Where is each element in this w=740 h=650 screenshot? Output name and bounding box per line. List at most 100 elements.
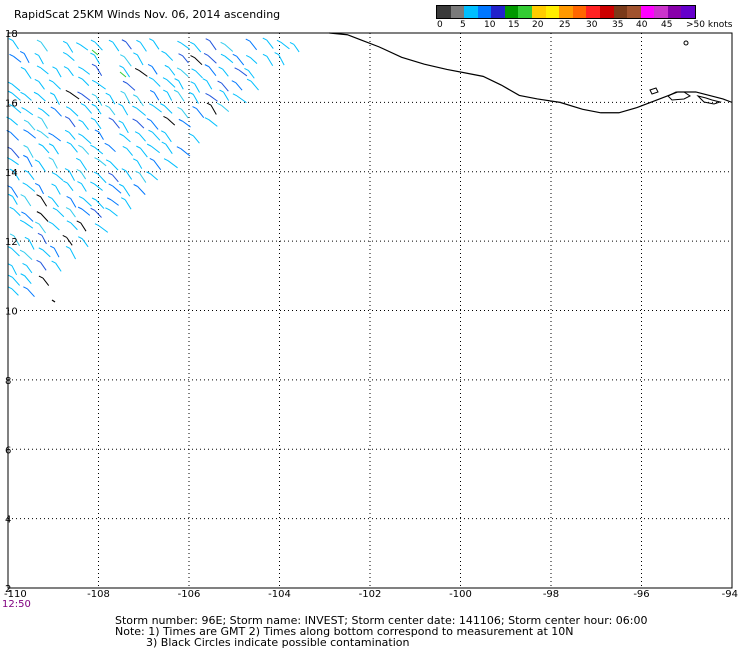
wind-barb xyxy=(69,108,79,117)
wind-barb-tick xyxy=(132,118,137,122)
wind-barb-tick xyxy=(176,146,182,150)
wind-barb-tick xyxy=(77,181,82,184)
wind-barb xyxy=(82,135,92,144)
wind-barb-tick xyxy=(76,42,81,46)
wind-barb xyxy=(136,96,144,107)
wind-barb-tick xyxy=(119,65,124,69)
wind-barb-tick xyxy=(148,103,154,107)
wind-vectors xyxy=(6,37,300,298)
wind-barb xyxy=(152,40,160,50)
colorbar-label: 20 xyxy=(532,20,544,30)
wind-barb-tick xyxy=(36,129,42,133)
wind-barb-tick xyxy=(23,144,28,148)
wind-barb xyxy=(79,44,89,51)
wind-barb xyxy=(38,223,46,234)
wind-barb-tick xyxy=(105,159,111,163)
wind-barb xyxy=(66,182,74,191)
wind-barb-tick xyxy=(276,39,282,43)
wind-speed-colorbar xyxy=(436,5,696,19)
wind-barb xyxy=(10,148,20,159)
wind-barb-tick xyxy=(9,104,14,107)
wind-barb-tick xyxy=(66,220,72,224)
lon-tick-label: -102 xyxy=(359,589,382,600)
wind-barb xyxy=(209,95,218,102)
wind-barb-tick xyxy=(163,89,168,93)
wind-barb xyxy=(280,41,290,50)
colorbar-segment xyxy=(477,6,492,18)
wind-barb xyxy=(10,159,19,166)
wind-barb-tick xyxy=(9,53,14,57)
lat-tick-label: 10 xyxy=(5,307,18,318)
wind-barb-tick xyxy=(33,91,39,95)
wind-barb xyxy=(94,146,104,155)
wind-barb xyxy=(139,172,147,183)
wind-barb-tick xyxy=(20,194,25,197)
wind-barb-tick xyxy=(119,133,124,137)
wind-barb-tick xyxy=(205,38,210,42)
wind-barb xyxy=(196,108,205,119)
wind-barb xyxy=(182,120,191,128)
wind-barb xyxy=(55,174,64,181)
wind-barb xyxy=(236,55,245,66)
wind-barb xyxy=(180,69,189,77)
wind-barb xyxy=(140,42,147,52)
wind-barb xyxy=(235,82,243,91)
wind-barb-tick xyxy=(9,206,14,210)
wind-barb-tick xyxy=(232,93,238,97)
wind-barb xyxy=(69,248,77,260)
lon-tick-label: -94 xyxy=(722,589,738,600)
wind-barb xyxy=(66,43,74,53)
wind-barb xyxy=(152,105,162,113)
wind-barb xyxy=(95,81,106,90)
lat-tick-label: 16 xyxy=(5,98,18,109)
wind-barb-tick xyxy=(206,102,212,106)
wind-barb-tick xyxy=(108,172,113,176)
wind-barb-tick xyxy=(162,77,168,81)
wind-barb xyxy=(52,145,59,155)
wind-barb-tick xyxy=(220,53,226,57)
wind-barb xyxy=(238,69,248,77)
wind-barb-tick xyxy=(37,116,42,120)
wind-barb-tick xyxy=(37,232,43,236)
lon-tick-label: -96 xyxy=(633,589,649,600)
wind-barb-tick xyxy=(161,130,166,134)
wind-barb xyxy=(82,121,89,131)
wind-barb-tick xyxy=(36,259,41,263)
wind-barb-tick xyxy=(146,118,152,121)
wind-barb-tick xyxy=(108,117,113,121)
colorbar-label: 0 xyxy=(437,20,443,30)
wind-barb xyxy=(278,54,285,66)
wind-barb-tick xyxy=(118,103,123,107)
wind-barb-tick xyxy=(133,158,138,162)
wind-barb-tick xyxy=(22,182,27,186)
wind-barb-tick xyxy=(108,39,114,43)
wind-barb xyxy=(165,143,173,154)
wind-barb xyxy=(66,54,75,61)
wind-barb-tick xyxy=(178,53,183,57)
wind-barb-tick xyxy=(23,286,28,290)
wind-barb-tick xyxy=(177,40,182,44)
wind-barb xyxy=(293,44,300,53)
wind-barb xyxy=(52,159,58,169)
wind-barb xyxy=(222,68,229,77)
wind-barb-tick xyxy=(148,129,153,133)
colorbar-label: 35 xyxy=(612,20,624,30)
wind-barb xyxy=(178,80,184,90)
wind-barb xyxy=(108,107,116,116)
wind-barb xyxy=(207,55,217,64)
wind-barb xyxy=(10,187,19,198)
wind-barb xyxy=(152,78,161,87)
wind-barb-tick xyxy=(7,90,13,94)
wind-barb xyxy=(10,118,18,126)
wind-barb xyxy=(81,183,87,192)
wind-barb xyxy=(119,71,127,78)
wind-barb-tick xyxy=(202,78,207,82)
wind-barb-tick xyxy=(122,80,128,84)
wind-barb-tick xyxy=(64,168,70,171)
wind-barb-tick xyxy=(6,130,11,133)
wind-barb-tick xyxy=(80,103,86,107)
wind-barb-tick xyxy=(191,68,196,72)
wind-barb xyxy=(93,183,103,191)
wind-barb xyxy=(138,133,146,142)
colorbar-label: 30 xyxy=(586,20,598,30)
